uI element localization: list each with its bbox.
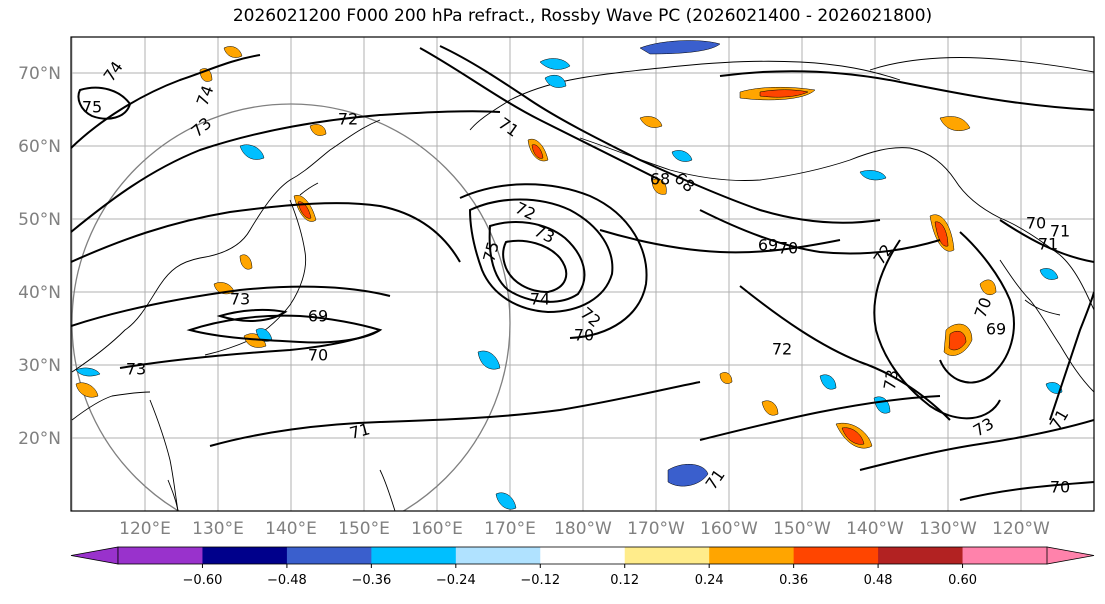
colorbar-tick-label: 0.24 bbox=[695, 573, 724, 588]
lon-label-160e: 160°E bbox=[411, 519, 463, 539]
lat-label-50n: 50°N bbox=[18, 210, 61, 230]
map-title: 2026021200 F000 200 hPa refract., Rossby… bbox=[232, 6, 933, 26]
lon-label-160w: 160°W bbox=[700, 519, 758, 539]
colorbar-swatch bbox=[624, 547, 710, 564]
colorbar-swatch bbox=[202, 547, 288, 564]
contour-label: 70 bbox=[1026, 214, 1046, 233]
lon-label-130w: 130°W bbox=[919, 519, 977, 539]
colorbar-tick-label: −0.60 bbox=[183, 573, 223, 588]
lon-label-170e: 170°E bbox=[484, 519, 536, 539]
contour-label: 71 bbox=[347, 419, 372, 443]
coastlines bbox=[71, 57, 1094, 511]
contour-label: 69 bbox=[758, 236, 778, 255]
contour-label: 71 bbox=[1038, 235, 1058, 254]
colorbar-swatch bbox=[118, 547, 203, 564]
lon-label-130e: 130°E bbox=[192, 519, 244, 539]
colorbar-swatch bbox=[962, 547, 1048, 564]
colorbar-tick-label: −0.12 bbox=[520, 573, 560, 588]
colorbar-tick-label: 0.12 bbox=[610, 573, 639, 588]
colorbar-min-extension bbox=[70, 546, 119, 565]
colorbar-border bbox=[117, 546, 1048, 565]
contour-label: 69 bbox=[308, 307, 328, 326]
refractivity-contours bbox=[71, 45, 1094, 501]
lon-label-150e: 150°E bbox=[338, 519, 390, 539]
anomaly-patches bbox=[75, 40, 1063, 510]
lon-label-170w: 170°W bbox=[627, 519, 685, 539]
lat-label-30n: 30°N bbox=[18, 356, 61, 376]
lon-label-150w: 150°W bbox=[773, 519, 831, 539]
lat-label-70n: 70°N bbox=[18, 64, 61, 84]
lat-label-60n: 60°N bbox=[18, 137, 61, 157]
lon-label-180w: 180°W bbox=[554, 519, 612, 539]
contour-label: 69 bbox=[986, 320, 1006, 339]
colorbar-tick-label: 0.60 bbox=[948, 573, 977, 588]
contour-label: 73 bbox=[126, 360, 146, 379]
colorbar-swatch bbox=[455, 547, 541, 564]
colorbar-tick-label: −0.48 bbox=[267, 573, 307, 588]
contour-label: 70 bbox=[778, 239, 798, 258]
longitude-labels: 120°E 130°E 140°E 150°E 160°E 170°E 180°… bbox=[119, 519, 1050, 539]
contour-label: 68 bbox=[650, 170, 670, 189]
latitude-labels: 70°N 60°N 50°N 40°N 30°N 20°N bbox=[18, 64, 61, 449]
colorbar-tick-label: 0.36 bbox=[779, 573, 808, 588]
contour-label: 73 bbox=[230, 290, 250, 309]
colorbar-swatch bbox=[793, 547, 879, 564]
lat-label-40n: 40°N bbox=[18, 283, 61, 303]
gridlines bbox=[71, 37, 1094, 511]
colorbar-swatch bbox=[878, 547, 964, 564]
contour-label: 75 bbox=[82, 98, 102, 117]
lon-label-140w: 140°W bbox=[846, 519, 904, 539]
colorbar-swatch bbox=[286, 547, 372, 564]
contour-label: 72 bbox=[772, 340, 792, 359]
contour-label: 70 bbox=[308, 346, 328, 365]
map-frame bbox=[70, 36, 1095, 512]
colorbar-swatch bbox=[371, 547, 457, 564]
lat-label-20n: 20°N bbox=[18, 429, 61, 449]
great-circle-ring bbox=[71, 103, 511, 511]
colorbar-swatch bbox=[709, 547, 795, 564]
contour-label: 74 bbox=[530, 290, 550, 309]
colorbar-swatch bbox=[540, 547, 626, 564]
colorbar-tick-label: −0.36 bbox=[351, 573, 391, 588]
contour-label: 73 bbox=[880, 368, 902, 391]
contour-label: 72 bbox=[338, 110, 358, 129]
colorbar: −0.60 −0.48 −0.36 −0.24 −0.12 0.12 0.24 0.36 0.4… bbox=[70, 546, 1095, 588]
colorbar-tick-label: −0.24 bbox=[436, 573, 476, 588]
lon-label-140e: 140°E bbox=[265, 519, 317, 539]
lon-label-120e: 120°E bbox=[119, 519, 171, 539]
contour-label: 75 bbox=[479, 239, 503, 264]
lon-label-120w: 120°W bbox=[992, 519, 1050, 539]
contour-label: 70 bbox=[1050, 478, 1070, 497]
colorbar-max-extension bbox=[1046, 546, 1095, 565]
colorbar-tick-label: 0.48 bbox=[864, 573, 893, 588]
contour-label: 71 bbox=[1050, 222, 1070, 241]
contour-label: 70 bbox=[574, 326, 594, 345]
